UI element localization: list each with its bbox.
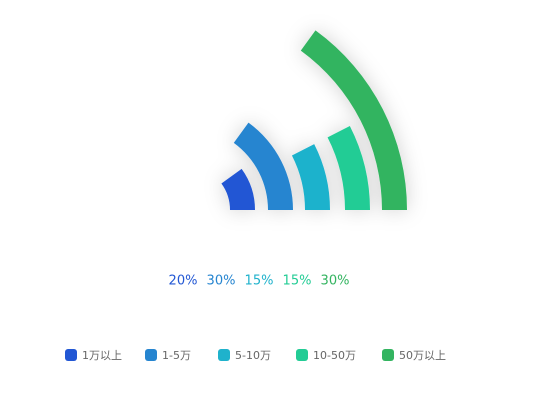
legend-swatch xyxy=(296,349,308,361)
value-label: 20% xyxy=(169,274,198,289)
legend-label: 1万以上 xyxy=(82,349,122,362)
legend-label: 10-50万 xyxy=(313,349,356,362)
legend-label: 50万以上 xyxy=(399,349,446,362)
arc-bar xyxy=(300,30,407,211)
arc-bar xyxy=(291,144,330,210)
arc-bar xyxy=(327,126,370,210)
legend-swatch xyxy=(145,349,157,361)
value-label: 30% xyxy=(321,274,350,289)
legend-swatch xyxy=(218,349,230,361)
value-label: 15% xyxy=(283,274,312,289)
legend-label: 5-10万 xyxy=(235,349,271,362)
arc-bar xyxy=(221,168,255,210)
legend-swatch xyxy=(382,349,394,361)
value-label: 15% xyxy=(245,274,274,289)
arcs xyxy=(221,30,407,211)
value-label: 30% xyxy=(207,274,236,289)
legend-label: 1-5万 xyxy=(162,349,191,362)
legend-swatch xyxy=(65,349,77,361)
arc-bar xyxy=(233,122,293,210)
